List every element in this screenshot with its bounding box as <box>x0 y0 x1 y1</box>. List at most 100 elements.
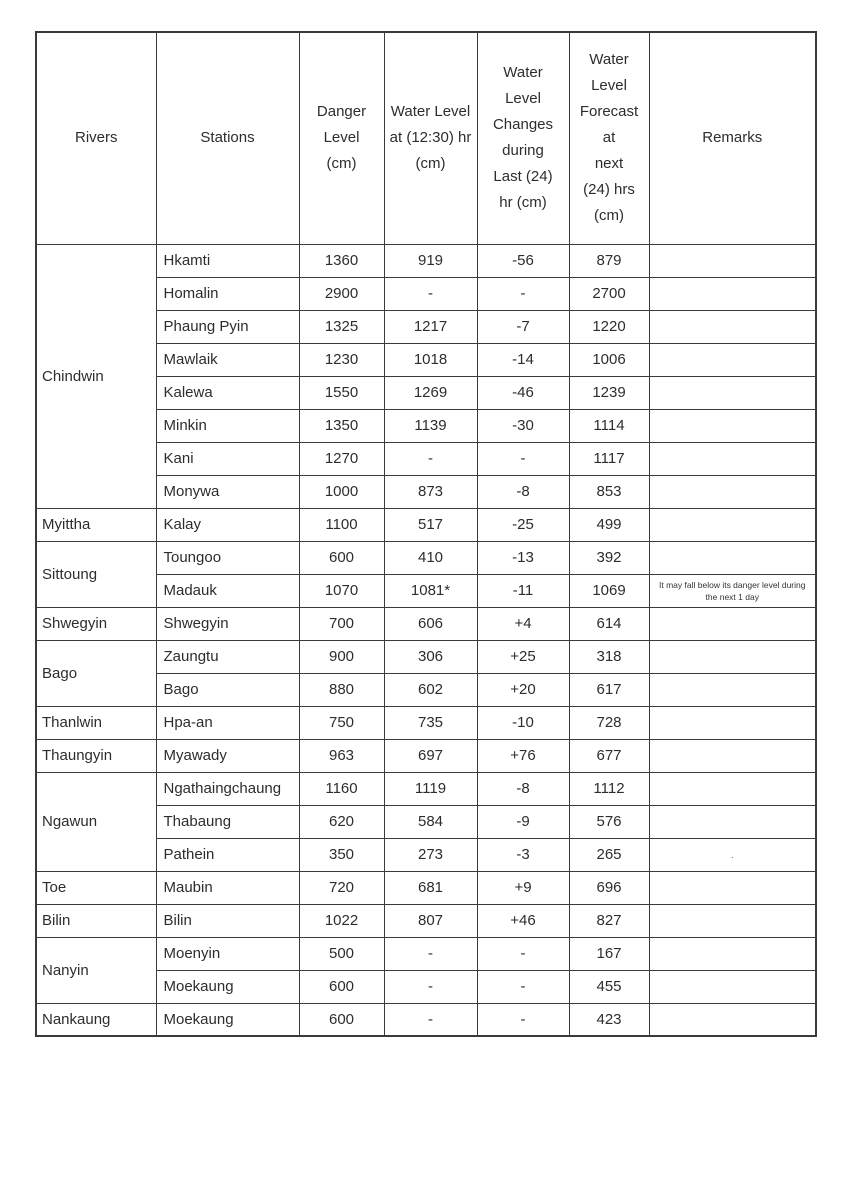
table-row: Nankaung Moekaung 600- -423 <box>35 1002 817 1037</box>
level-cell: 681 <box>383 870 478 905</box>
forecast-cell: 1112 <box>568 771 650 806</box>
change-cell: +76 <box>476 738 570 773</box>
danger-cell: 880 <box>298 672 385 707</box>
remarks-cell <box>648 639 817 674</box>
station-cell: Hpa-an <box>155 705 300 740</box>
remarks-cell <box>648 936 817 971</box>
forecast-cell: 853 <box>568 474 650 509</box>
forecast-cell: 318 <box>568 639 650 674</box>
table-row: Chindwin Hkamti 1360 919 -56 879 <box>35 243 817 509</box>
change-cell: - <box>476 276 570 311</box>
danger-cell: 1022 <box>298 903 385 938</box>
change-cell: +25 <box>476 639 570 674</box>
remarks-cell <box>648 507 817 542</box>
level-cell: 873 <box>383 474 478 509</box>
change-cell: -3 <box>476 837 570 872</box>
station-cell: Moekaung <box>155 1002 300 1037</box>
level-cell: 919 <box>383 243 478 278</box>
station-cell: Pathein <box>155 837 300 872</box>
danger-cell: 1350 <box>298 408 385 443</box>
danger-cell: 720 <box>298 870 385 905</box>
river-cell: Thaungyin <box>35 738 157 773</box>
remarks-cell <box>648 276 817 311</box>
table-row: Myittha Kalay 1100 517 -25 499 <box>35 507 817 542</box>
danger-cell: 500 <box>298 936 385 971</box>
danger-cell: 1070 <box>298 573 385 608</box>
danger-cell: 620 <box>298 804 385 839</box>
forecast-cell: 1114 <box>568 408 650 443</box>
header-row: Rivers Stations Danger Level (cm) Water Lev… <box>35 31 817 245</box>
river-cell: Ngawun <box>35 771 157 872</box>
level-cell: 1081* <box>383 573 478 608</box>
table-row: Homalin 2900- -2700 <box>36 276 817 311</box>
change-cell: +4 <box>476 606 570 641</box>
station-cell: Mawlaik <box>155 342 300 377</box>
station-cell: Ngathaingchaung <box>155 771 300 806</box>
danger-cell: 1325 <box>298 309 385 344</box>
river-cell: Nanyin <box>35 936 157 1004</box>
change-cell: -11 <box>476 573 570 608</box>
river-cell: Sittoung <box>35 540 157 608</box>
station-cell: Zaungtu <box>155 639 300 674</box>
table-row: Thanlwin Hpa-an 750 735 -10 728 <box>35 705 817 740</box>
forecast-cell: 423 <box>568 1002 650 1037</box>
level-cell: 1269 <box>383 375 478 410</box>
table-row: Bilin Bilin 1022 807 +46 827 <box>35 903 817 938</box>
forecast-cell: 2700 <box>568 276 650 311</box>
level-cell: 584 <box>383 804 478 839</box>
change-cell: +46 <box>476 903 570 938</box>
table-row: Phaung Pyin 1325 1217 -7 1220 <box>36 309 817 344</box>
change-cell: -7 <box>476 309 570 344</box>
level-cell: 697 <box>383 738 478 773</box>
forecast-cell: 265 <box>568 837 650 872</box>
forecast-cell: 499 <box>568 507 650 542</box>
remarks-cell <box>648 738 817 773</box>
forecast-cell: 1069 <box>568 573 650 608</box>
danger-cell: 1360 <box>298 243 385 278</box>
river-cell: Toe <box>35 870 157 905</box>
station-cell: Minkin <box>155 408 300 443</box>
level-cell: - <box>383 441 478 476</box>
table-container: Rivers Stations Danger Level (cm) Water Lev… <box>35 31 817 1037</box>
table-row: Sittoung Toungoo 600 410 -13 392 <box>35 540 817 608</box>
change-cell: - <box>476 969 570 1004</box>
danger-cell: 1550 <box>298 375 385 410</box>
danger-cell: 1160 <box>298 771 385 806</box>
forecast-cell: 576 <box>568 804 650 839</box>
danger-cell: 600 <box>298 969 385 1004</box>
column-header-danger-level: Danger Level (cm) <box>298 31 385 245</box>
remarks-cell <box>648 606 817 641</box>
remarks-cell <box>648 540 817 575</box>
level-cell: - <box>383 969 478 1004</box>
water-level-table: Rivers Stations Danger Level (cm) Water Lev… <box>35 31 817 1037</box>
forecast-cell: 827 <box>568 903 650 938</box>
danger-cell: 1100 <box>298 507 385 542</box>
forecast-cell: 1239 <box>568 375 650 410</box>
level-cell: 602 <box>383 672 478 707</box>
remarks-cell <box>648 309 817 344</box>
change-cell: - <box>476 441 570 476</box>
change-cell: +20 <box>476 672 570 707</box>
change-cell: -30 <box>476 408 570 443</box>
station-cell: Moekaung <box>155 969 300 1004</box>
remarks-cell <box>648 705 817 740</box>
remarks-cell <box>648 441 817 476</box>
table-row: Bago Zaungtu 900 306 +25 318 <box>35 639 817 707</box>
station-cell: Moenyin <box>155 936 300 971</box>
change-cell: -10 <box>476 705 570 740</box>
column-header-water-level: Water Level at (12:30) hr (cm) <box>383 31 478 245</box>
table-row: Madauk 1070 1081* -11 1069 It may fall below … <box>36 573 817 608</box>
station-cell: Shwegyin <box>155 606 300 641</box>
remarks-cell <box>648 243 817 278</box>
remarks-cell <box>648 903 817 938</box>
danger-cell: 1230 <box>298 342 385 377</box>
column-header-water-level-changes: Water Level Changes during Last (24) hr … <box>476 31 570 245</box>
station-cell: Phaung Pyin <box>155 309 300 344</box>
level-cell: 517 <box>383 507 478 542</box>
station-cell: Madauk <box>155 573 300 608</box>
table-row: Pathein 350 273 -3 265. <box>36 837 817 872</box>
change-cell: -8 <box>476 771 570 806</box>
danger-cell: 750 <box>298 705 385 740</box>
river-cell: Bago <box>35 639 157 707</box>
forecast-cell: 167 <box>568 936 650 971</box>
